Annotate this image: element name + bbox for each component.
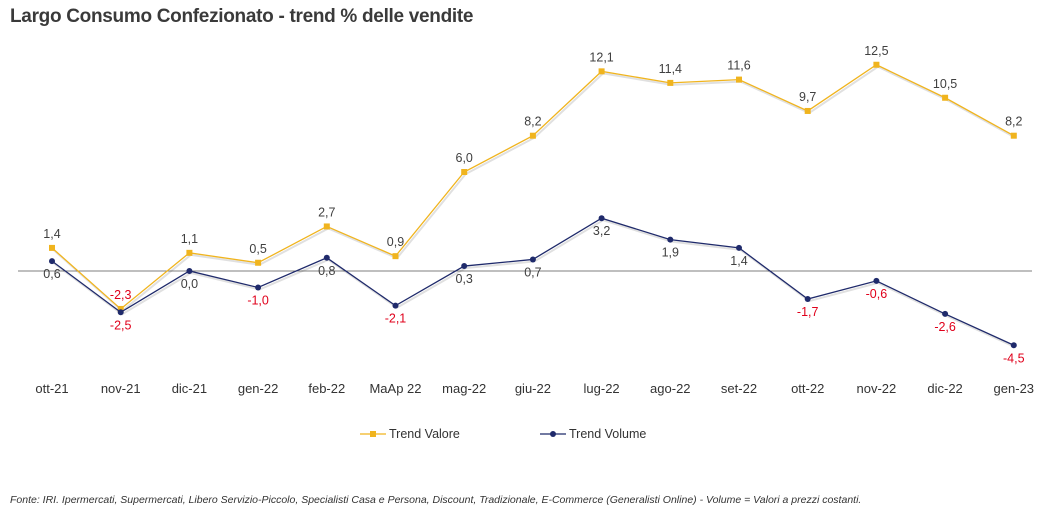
data-label: 6,0 (456, 151, 473, 165)
data-label: -0,6 (866, 287, 888, 301)
data-point (873, 61, 880, 68)
legend-marker (370, 431, 376, 437)
data-point (667, 79, 674, 86)
data-label: 0,0 (181, 277, 198, 291)
data-label: 12,1 (589, 50, 613, 64)
data-point (598, 215, 605, 222)
data-point (117, 309, 124, 316)
x-tick-label: ago-22 (650, 381, 690, 396)
data-label: 0,8 (318, 264, 335, 278)
data-label: 9,7 (799, 90, 816, 104)
data-label: 0,3 (456, 272, 473, 286)
data-point (461, 263, 468, 270)
data-point (186, 249, 193, 256)
data-point (873, 277, 880, 284)
data-label: 1,4 (43, 227, 60, 241)
x-tick-label: feb-22 (308, 381, 345, 396)
x-tick-label: gen-23 (994, 381, 1034, 396)
data-label: 3,2 (593, 224, 610, 238)
data-point (117, 305, 124, 312)
x-tick-label: ott-22 (791, 381, 824, 396)
legend-label: Trend Valore (389, 427, 460, 441)
data-point (804, 107, 811, 114)
data-point (1010, 342, 1017, 349)
x-tick-label: nov-22 (857, 381, 897, 396)
series-trend-volume: 0,6 -2,5 0,0 -1,0 0,8 -2,1 0,3 0,7 3,2 1,9 1,4 -1,7… (43, 215, 1025, 365)
data-label: 12,5 (864, 44, 888, 58)
x-tick-label: mag-22 (442, 381, 486, 396)
data-point (598, 68, 605, 75)
data-point (255, 259, 262, 266)
data-point (942, 94, 949, 101)
x-tick-label: ott-21 (35, 381, 68, 396)
legend-label: Trend Volume (569, 427, 646, 441)
x-tick-label: dic-22 (927, 381, 962, 396)
x-axis-tick-labels: ott-21 nov-21 dic-21 gen-22 feb-22 MaAp 22 mag… (35, 381, 1034, 396)
x-tick-label: set-22 (721, 381, 757, 396)
x-tick-label: giu-22 (515, 381, 551, 396)
x-tick-label: lug-22 (584, 381, 620, 396)
data-point (529, 256, 536, 263)
data-label: 0,6 (43, 267, 60, 281)
data-label: 11,4 (659, 62, 682, 76)
data-label: 11,6 (727, 59, 750, 73)
data-point (323, 223, 330, 230)
data-label: 0,5 (249, 242, 266, 256)
data-point (461, 169, 468, 175)
data-point (667, 236, 674, 243)
x-tick-label: dic-21 (172, 381, 207, 396)
data-label: 1,9 (662, 246, 679, 260)
data-point (255, 284, 262, 291)
data-point (49, 258, 55, 265)
data-label: 8,2 (524, 115, 541, 129)
data-point (804, 296, 811, 303)
data-label: -1,7 (797, 305, 819, 319)
source-footnote: Fonte: IRI. Ipermercati, Supermercati, L… (10, 494, 862, 506)
data-point (186, 268, 193, 274)
data-label: -2,6 (934, 320, 956, 334)
data-point (942, 310, 949, 317)
data-label: -1,0 (247, 294, 269, 308)
data-point (529, 132, 536, 139)
data-label: 2,7 (318, 205, 335, 219)
legend-marker (550, 431, 556, 437)
data-label: 0,9 (387, 235, 404, 249)
data-point (736, 244, 742, 251)
data-label: -2,5 (110, 318, 132, 332)
data-point (392, 302, 399, 309)
data-label: -4,5 (1003, 351, 1025, 365)
data-point (1010, 132, 1017, 139)
x-tick-label: gen-22 (238, 381, 278, 396)
chart-title: Largo Consumo Confezionato - trend % del… (10, 6, 474, 27)
legend-item: Trend Volume (540, 427, 646, 441)
data-label: 0,7 (524, 265, 541, 279)
x-tick-label: MaAp 22 (369, 381, 421, 396)
data-point (736, 76, 742, 83)
data-point (392, 253, 399, 260)
data-label: 10,5 (933, 77, 957, 91)
data-point (323, 254, 330, 261)
series-trend-valore: 1,4 -2,3 1,1 0,5 2,7 0,9 6,0 8,2 12,1 11,4 11,6 9,7… (43, 44, 1023, 313)
x-tick-label: nov-21 (101, 381, 141, 396)
line-chart: ott-21 nov-21 dic-21 gen-22 feb-22 MaAp 22 mag… (18, 44, 1034, 441)
data-label: -2,3 (110, 288, 132, 302)
data-point (49, 244, 55, 251)
series-layer: 1,4 -2,3 1,1 0,5 2,7 0,9 6,0 8,2 12,1 11,4 11,6 9,7… (43, 44, 1024, 366)
data-label: -2,1 (385, 312, 407, 326)
data-label: 8,2 (1005, 115, 1022, 129)
legend: Trend Valore Trend Volume (360, 427, 646, 441)
legend-item: Trend Valore (360, 427, 460, 441)
data-label: 1,4 (730, 254, 747, 268)
data-label: 1,1 (181, 232, 198, 246)
